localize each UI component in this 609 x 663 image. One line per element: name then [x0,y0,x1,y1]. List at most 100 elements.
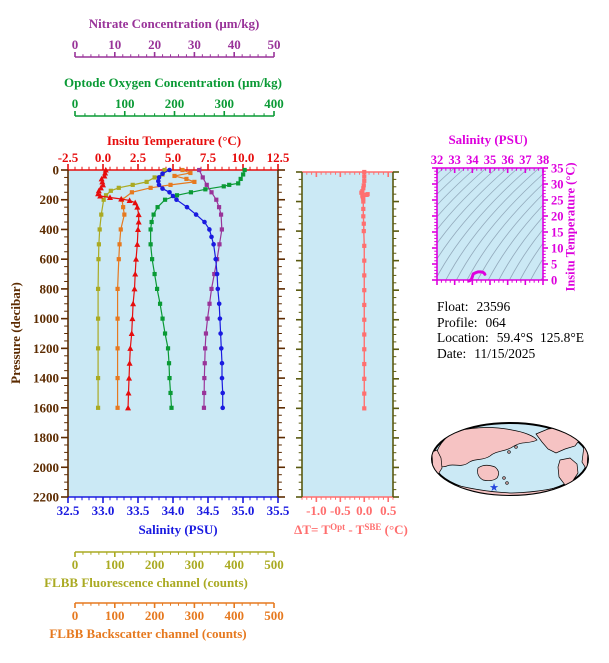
float-id-row: Float: 23596 [437,299,584,315]
svg-text:400: 400 [40,222,60,237]
svg-text:400: 400 [224,557,244,572]
svg-text:10: 10 [551,242,564,256]
location-label: Location: [437,330,489,345]
svg-text:500: 500 [264,608,284,623]
svg-text:300: 300 [185,557,205,572]
svg-text:36: 36 [501,153,514,167]
svg-text:100: 100 [105,557,125,572]
date-row: Date: 11/15/2025 [437,346,584,362]
svg-text:7.5: 7.5 [200,150,217,165]
svg-text:100: 100 [105,608,125,623]
svg-text:1800: 1800 [33,430,59,445]
svg-text:1400: 1400 [33,371,59,386]
float-location-marker: ★ [489,482,499,494]
svg-text:0.5: 0.5 [380,503,397,518]
nitrate-axis: 0 10 20 30 40 50 [72,37,281,58]
svg-text:33.0: 33.0 [92,503,115,518]
nitrate-profile [197,167,224,410]
delta-t-prefix: ΔT= T [294,522,331,537]
delta-t-axis-title: ΔT= TOpt - TSBE (°C) [294,522,408,538]
oxygen-profile [148,167,247,410]
isopycnal-contours [437,168,543,280]
svg-text:35.5: 35.5 [267,503,290,518]
svg-text:1000: 1000 [33,311,59,326]
fluorescence-profile [95,167,167,410]
float-label: Float: [437,299,469,314]
svg-text:2200: 2200 [33,490,59,505]
svg-text:1200: 1200 [33,341,59,356]
pressure-axis: 0 200 400 600 800 1000 1200 1400 1600 1800 2000 220… [33,163,69,505]
ts-salinity-axis-title: Salinity (PSU) [448,132,528,147]
svg-text:1600: 1600 [33,400,59,415]
ts-temperature-axis-title: Insitu Temperature (°C) [563,162,578,292]
backscatter-profile [115,167,197,410]
date-label: Date: [437,345,467,361]
svg-text:200: 200 [145,557,165,572]
svg-text:33: 33 [448,153,461,167]
svg-text:0: 0 [72,96,79,111]
backscatter-axis: 0 100 200 300 400 500 [72,602,284,623]
delta-t-suffix: (°C) [381,522,408,537]
svg-text:-1.0: -1.0 [306,503,327,518]
pressure-axis-right [277,169,285,498]
salinity-axis: 32.5 33.0 33.5 34.0 34.5 35.0 35.5 [57,496,290,518]
svg-text:15: 15 [551,226,564,240]
svg-text:-2.5: -2.5 [58,150,79,165]
ts-diagram-panel: 32 33 34 35 36 37 38 0 5 10 15 20 25 30 35 [431,153,564,288]
svg-text:35.0: 35.0 [232,503,255,518]
oxygen-axis-title: Optode Oxygen Concentration (μm/kg) [64,75,282,90]
pressure-axis-title: Pressure (decibar) [8,282,23,384]
profile-label: Profile: [437,314,478,330]
ts-profile-curve [467,270,487,283]
temperature-axis: -2.5 0.0 2.5 5.0 7.5 10.0 12.5 [58,150,290,171]
svg-text:2.5: 2.5 [130,150,147,165]
date-value: 11/15/2025 [474,345,536,361]
svg-text:200: 200 [165,96,185,111]
svg-text:-0.5: -0.5 [330,503,351,518]
location-row: Location: 59.4°S 125.8°E [437,330,584,346]
svg-text:200: 200 [145,608,165,623]
svg-text:400: 400 [224,608,244,623]
svg-text:5: 5 [551,258,557,272]
svg-text:200: 200 [40,192,60,207]
delta-t-mid: - T [345,522,365,537]
svg-text:38: 38 [537,153,550,167]
delta-t-sup-opt: Opt [330,522,346,532]
svg-text:34: 34 [466,153,479,167]
svg-text:5.0: 5.0 [165,150,181,165]
svg-text:32: 32 [431,153,444,167]
svg-text:0.0: 0.0 [356,503,372,518]
svg-text:30: 30 [551,178,564,192]
svg-text:0: 0 [72,557,79,572]
svg-text:37: 37 [519,153,532,167]
fluorescence-axis-title: FLBB Fluorescence channel (counts) [44,575,248,590]
svg-text:34.5: 34.5 [197,503,220,518]
svg-text:0: 0 [72,608,79,623]
svg-text:0: 0 [551,274,557,288]
svg-text:2000: 2000 [33,460,59,475]
delta-t-sup-sbe: SBE [364,522,382,532]
profile-value: 064 [485,314,506,330]
temperature-profile [95,166,142,411]
svg-text:300: 300 [185,608,205,623]
profile-row: Profile: 064 [437,315,584,331]
svg-text:800: 800 [40,281,60,296]
svg-text:600: 600 [40,252,60,267]
svg-text:35: 35 [484,153,497,167]
svg-text:0: 0 [72,37,79,52]
svg-text:40: 40 [228,37,241,52]
svg-text:32.5: 32.5 [57,503,80,518]
svg-text:20: 20 [551,210,564,224]
svg-text:50: 50 [268,37,281,52]
svg-text:400: 400 [264,96,284,111]
backscatter-axis-title: FLBB Backscatter channel (counts) [49,626,247,641]
svg-text:10.0: 10.0 [232,150,255,165]
svg-text:34.0: 34.0 [162,503,185,518]
delta-t-panel: -1.0 -0.5 0.0 0.5 [296,169,399,518]
svg-text:300: 300 [215,96,235,111]
svg-text:25: 25 [551,194,564,208]
svg-text:100: 100 [115,96,135,111]
location-value: 59.4°S 125.8°E [496,330,585,345]
temperature-axis-title: Insitu Temperature (°C) [106,133,242,148]
